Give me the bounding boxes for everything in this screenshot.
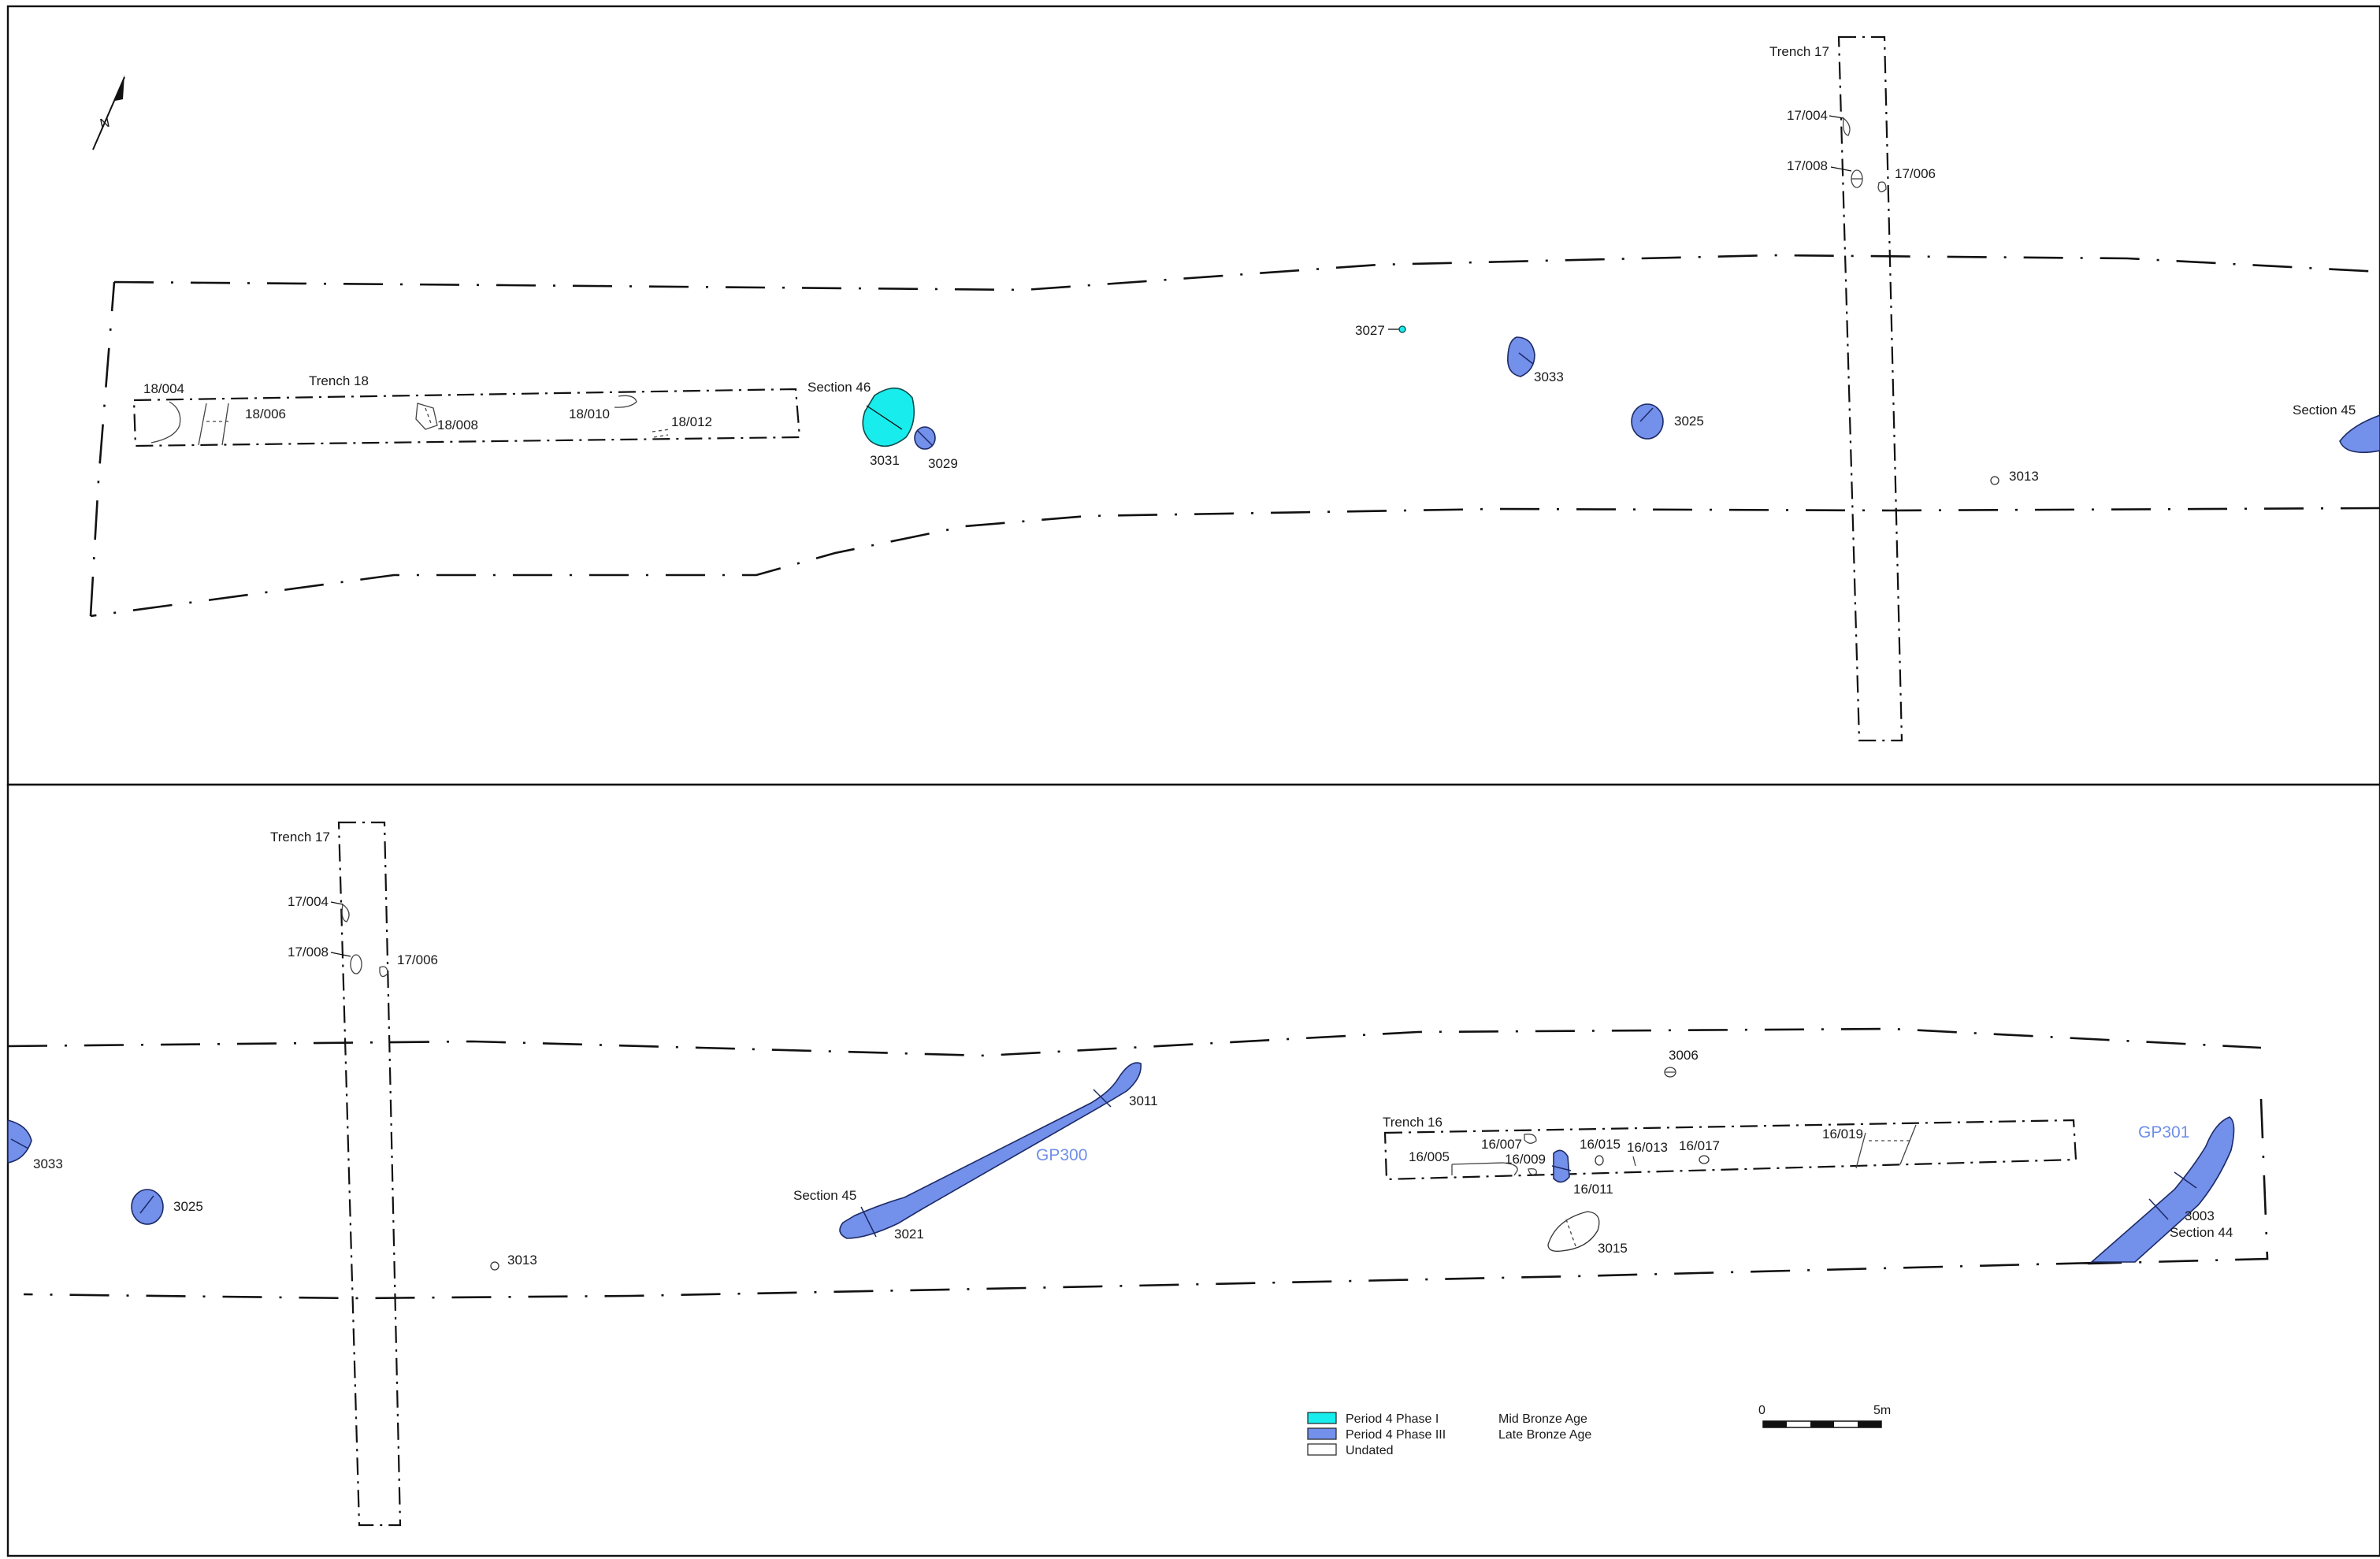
legend: Period 4 Phase I Period 4 Phase III Unda… [1307,1412,1591,1457]
legend-swatch-phase-1 [1307,1412,1337,1424]
trench-16-features [1451,1124,1917,1176]
scale-bar-max-label: 5m [1873,1404,1891,1417]
scale-bar-min-label: 0 [1758,1404,1766,1417]
ditch-gp301 [2089,1116,2235,1263]
legend-period-phase-3: Late Bronze Age [1498,1428,1591,1442]
feature-3006-label: 3006 [1669,1048,1699,1063]
legend-period-phase-1: Mid Bronze Age [1498,1412,1587,1426]
north-label: N [98,115,111,132]
feature-16-005-label: 16/005 [1409,1149,1450,1164]
feature-16-011-pit [1553,1149,1570,1183]
section-45-label-top: Section 45 [2293,403,2356,418]
feature-18-010-label: 18/010 [569,406,610,421]
feature-3013-posthole [1990,476,1999,485]
legend-label-phase-1: Period 4 Phase I [1346,1412,1439,1426]
feature-3003-label: 3003 [2185,1208,2215,1223]
section-45-label-bottom: Section 45 [793,1188,856,1203]
feature-3025-label-bottom: 3025 [173,1199,203,1214]
feature-3011-label: 3011 [1129,1093,1158,1108]
trench-17-outline-bottom [337,821,402,1527]
trench-17-outline-top [1837,35,1903,742]
feature-18-008-label: 18/008 [437,418,478,432]
section-44-label: Section 44 [2170,1225,2233,1240]
legend-swatch-undated [1307,1443,1337,1456]
feature-3025-label: 3025 [1674,414,1704,429]
feature-3031-label: 3031 [870,453,900,468]
north-arrow: N [92,75,125,150]
feature-3027-posthole [1398,325,1406,333]
feature-17-006-label-top: 17/006 [1895,166,1936,181]
feature-17-006-label-bottom: 17/006 [397,952,438,967]
ditch-gp300-terminal-top [2339,414,2380,454]
feature-3027-label: 3027 [1355,323,1385,338]
ditch-gp300 [839,1062,1142,1239]
excavation-boundary-bottom [7,1027,2269,1300]
gp301-label: GP301 [2138,1123,2189,1141]
feature-3033-label: 3033 [1534,369,1564,384]
gp300-label: GP300 [1036,1146,1087,1164]
feature-3013-label: 3013 [2009,469,2039,484]
scale-bar: 0 5m [1758,1404,1891,1428]
feature-3013-label-bottom: 3013 [507,1253,537,1268]
trench-18-features [150,395,670,446]
trench-17-label-bottom: Trench 17 [270,830,330,844]
trench-16-outline [1383,1119,2077,1181]
feature-18-004-label: 18/004 [143,381,184,396]
feature-17-004-label-bottom: 17/004 [288,894,329,909]
legend-label-undated: Undated [1346,1444,1394,1457]
feature-3033-pit-bottom [7,1119,32,1164]
legend-swatch-phase-3 [1307,1427,1337,1440]
feature-3015-pit [1547,1211,1600,1252]
feature-16-007-label: 16/007 [1481,1137,1522,1152]
bottom-panel-frame [6,783,2380,1557]
feature-3029-label: 3029 [928,456,958,471]
feature-3015-label: 3015 [1598,1241,1628,1256]
feature-17-008-label-top: 17/008 [1787,158,1828,173]
feature-3031-pit [862,387,915,447]
feature-16-019-label: 16/019 [1822,1127,1863,1141]
feature-16-017-label: 16/017 [1679,1138,1720,1153]
legend-label-phase-3: Period 4 Phase III [1346,1428,1446,1442]
trench-17-label-top: Trench 17 [1769,44,1829,59]
feature-3013-posthole-bottom [490,1261,499,1271]
feature-18-012-label: 18/012 [671,414,712,429]
top-panel-frame [6,5,2380,786]
feature-16-009-label: 16/009 [1505,1152,1546,1167]
trench-18-outline [132,388,801,447]
feature-17-008-label-bottom: 17/008 [288,945,329,960]
feature-3025-pit-bottom [131,1189,164,1225]
feature-3025-pit [1631,403,1664,440]
excavation-boundary-top [89,254,2380,618]
section-46-label: Section 46 [808,380,871,395]
feature-17-004-label-top: 17/004 [1787,108,1828,123]
trench-16-label: Trench 16 [1383,1115,1442,1130]
trench-18-label: Trench 18 [309,373,369,388]
feature-16-011-label: 16/011 [1573,1182,1613,1197]
feature-3033-pit [1507,336,1535,377]
feature-3033-label-bottom: 3033 [33,1156,63,1171]
feature-16-013-label: 16/013 [1627,1140,1668,1155]
feature-18-006-label: 18/006 [245,406,286,421]
feature-16-015-label: 16/015 [1580,1137,1621,1152]
feature-3021-label: 3021 [894,1227,924,1242]
